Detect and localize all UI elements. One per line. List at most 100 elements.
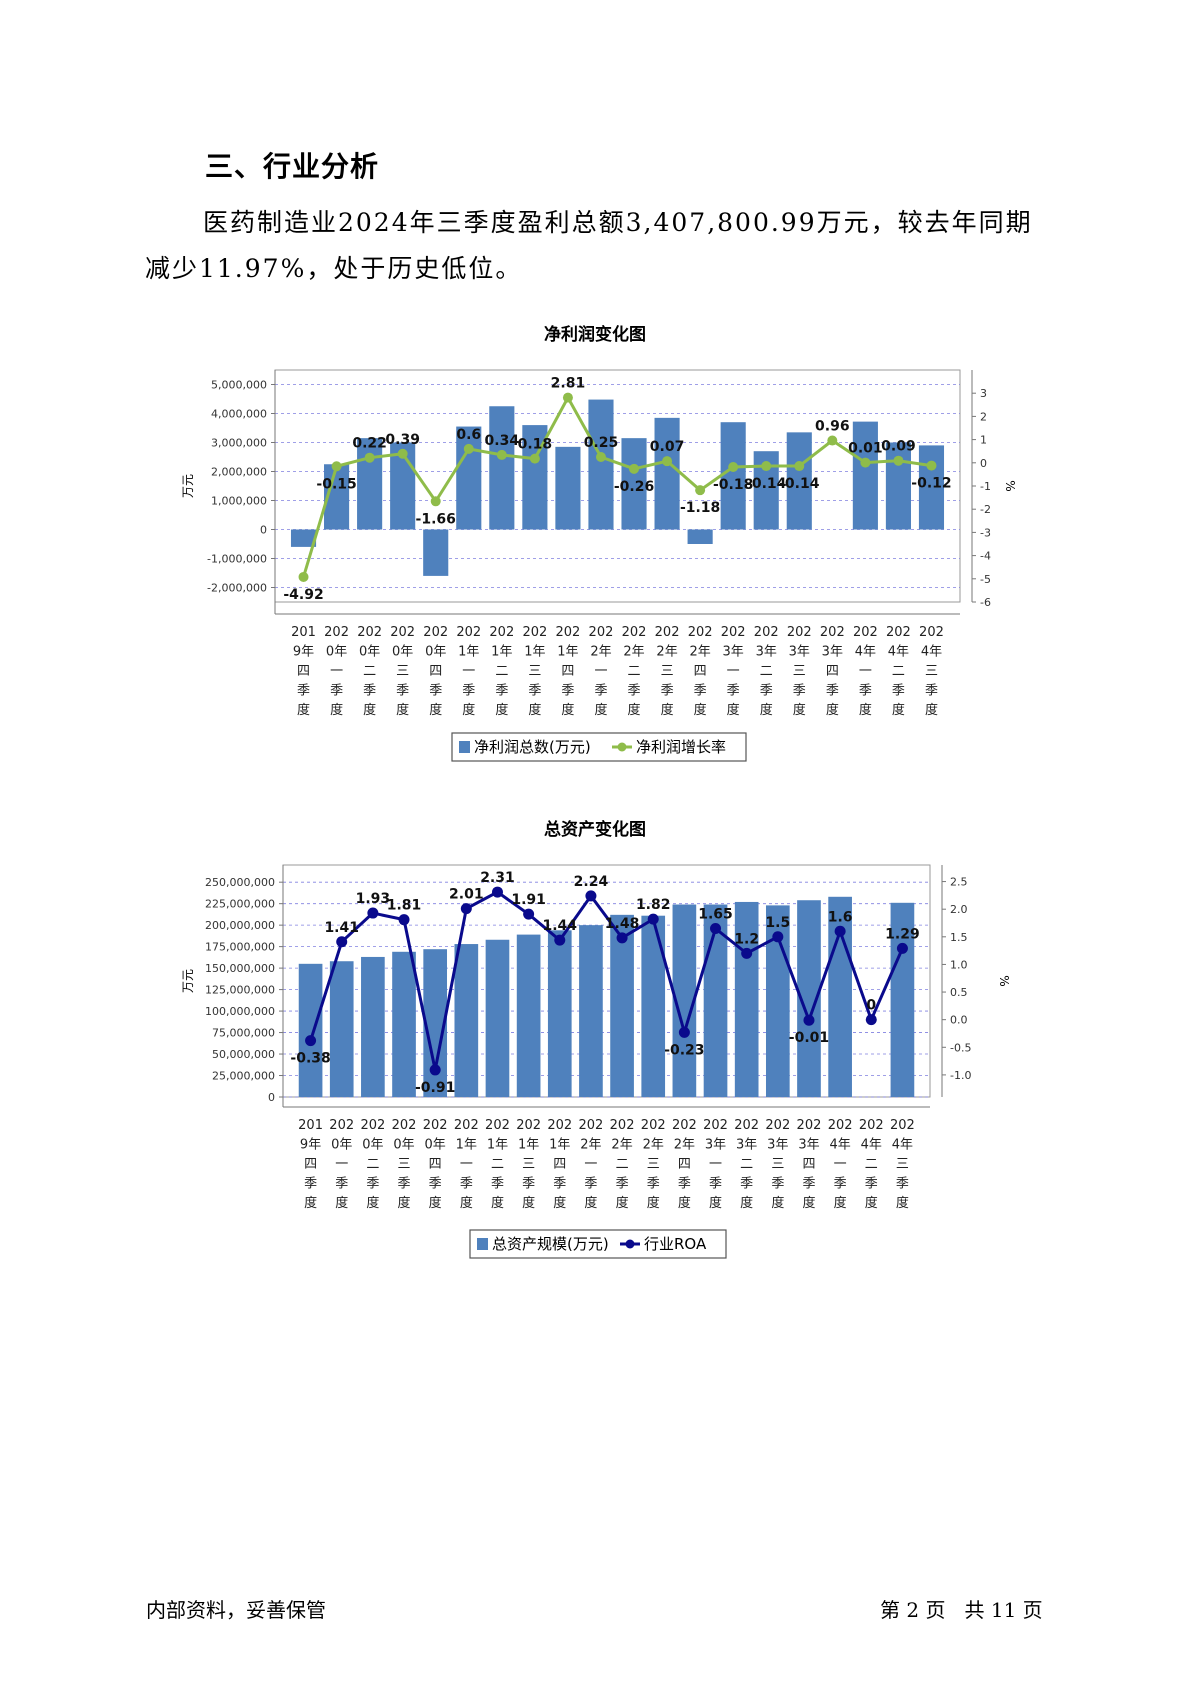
x-tick-label: 季 [793,684,806,699]
x-tick-label: 202 [329,1118,354,1133]
data-label: 1.81 [387,898,422,914]
x-tick-label: 3年 [723,645,744,660]
x-tick-label: 度 [760,702,773,718]
x-tick-label: 季 [802,1177,815,1192]
data-label: 1.5 [765,915,790,931]
line-point [678,1026,690,1038]
legend-box [451,732,747,762]
bar [456,426,482,530]
x-tick-label: 度 [584,1195,597,1211]
x-tick-label: 一 [335,1157,348,1172]
line-point [430,496,441,507]
line-point [523,908,535,920]
x-tick-label: 度 [398,1195,411,1211]
data-label: -0.38 [290,1051,330,1067]
x-tick-label: 度 [661,702,674,718]
y2-axis-title: % [1003,480,1017,491]
line-point [398,914,410,926]
data-label: 0.07 [650,439,685,455]
line-point [397,448,408,459]
x-tick-label: 季 [491,1177,504,1192]
bar [588,399,614,530]
x-tick-label: 202 [485,1118,510,1133]
x-tick-label: 二 [740,1157,753,1172]
y-tick-label: 150,000,000 [205,962,275,975]
line-point [364,452,375,463]
x-tick-label: 度 [522,1195,535,1211]
x-tick-label: 0年 [359,645,380,660]
x-tick-label: 季 [396,684,409,699]
x-tick-label: 季 [528,684,541,699]
line-point [803,1014,815,1026]
x-tick-label: 202 [886,625,911,640]
bar [786,432,812,530]
legend-label: 总资产规模(万元) [492,1235,609,1253]
bar [555,446,581,530]
line-point [896,942,908,954]
x-tick-label: 0年 [425,1138,446,1153]
legend-swatch-bar [477,1238,488,1250]
x-tick-label: 一 [727,664,740,679]
y2-tick-label: 0.5 [950,986,968,999]
line-point [865,1014,877,1026]
x-tick-label: 季 [462,684,475,699]
x-tick-label: 季 [429,684,442,699]
data-label: 0.01 [848,441,883,457]
x-tick-label: 3年 [822,645,843,660]
data-label: 0.6 [456,427,481,443]
x-tick-label: 季 [826,684,839,699]
x-tick-label: 季 [584,1177,597,1192]
data-label: 2.01 [449,887,484,903]
x-tick-label: 4年 [855,645,876,660]
x-tick-label: 季 [335,1177,348,1192]
y-tick-label: 4,000,000 [211,408,267,421]
y-tick-label: -2,000,000 [207,582,267,595]
x-tick-label: 季 [429,1177,442,1192]
bar [672,904,697,1097]
line-point [860,457,871,468]
y2-tick-label: 0.0 [950,1014,968,1027]
bar [298,963,323,1097]
line-point [298,571,309,582]
x-tick-label: 202 [859,1118,884,1133]
x-tick-label: 202 [454,1118,479,1133]
x-tick-label: 季 [647,1177,660,1192]
x-tick-label: 三 [925,664,938,679]
line-point [827,435,838,446]
x-tick-label: 四 [297,664,310,679]
x-tick-label: 二 [495,664,508,679]
y2-tick-label: -1.0 [950,1069,971,1082]
x-tick-label: 一 [584,1157,597,1172]
y2-axis-title: % [997,975,1011,986]
line-point [554,934,566,946]
x-tick-label: 四 [561,664,574,679]
data-label: 2.24 [574,874,609,890]
x-tick-label: 度 [297,702,310,718]
x-tick-label: 度 [491,1195,504,1211]
x-tick-label: 一 [460,1157,473,1172]
y-tick-label: 175,000,000 [205,941,275,954]
plot-area [274,369,961,603]
line-point [429,1064,441,1076]
x-tick-label: 四 [826,664,839,679]
x-tick-label: 202 [754,625,779,640]
legend-label: 行业ROA [644,1235,707,1253]
x-tick-label: 度 [429,702,442,718]
chart-title: 净利润变化图 [544,324,646,345]
x-tick-label: 2年 [611,1138,632,1153]
bar [885,442,911,530]
x-tick-label: 度 [462,702,475,718]
line-point [336,936,348,948]
y2-tick-label: 3 [980,387,987,400]
x-tick-label: 季 [616,1177,629,1192]
x-tick-label: 度 [528,702,541,718]
x-tick-label: 季 [727,684,740,699]
data-label: -0.12 [911,476,951,492]
x-tick-label: 202 [610,1118,635,1133]
data-label: 1.82 [636,897,671,913]
x-tick-label: 季 [661,684,674,699]
x-tick-label: 度 [709,1195,722,1211]
line-point [741,947,753,959]
x-tick-label: 202 [919,625,944,640]
x-tick-label: 2年 [643,1138,664,1153]
